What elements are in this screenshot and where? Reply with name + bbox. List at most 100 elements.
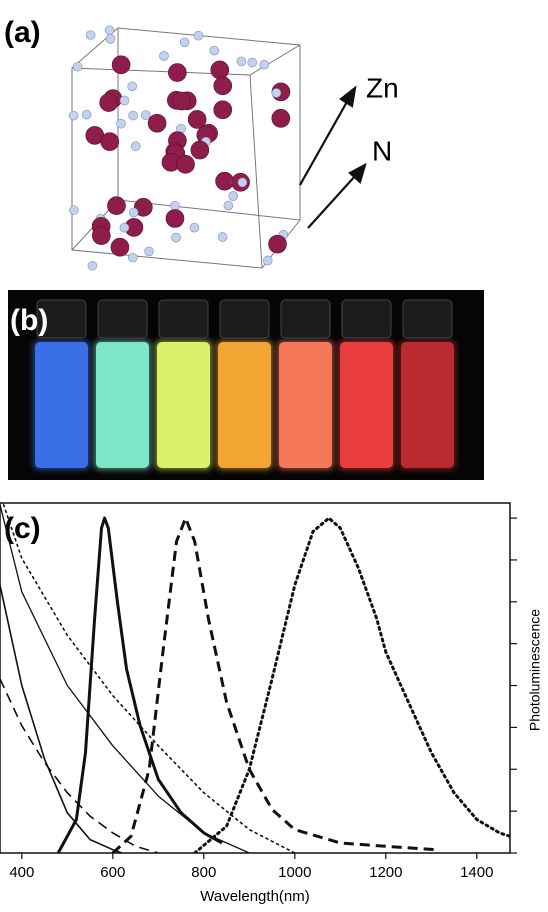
- arrows: [299, 85, 367, 229]
- zn-atom: [107, 196, 126, 216]
- panel-label: (b): [10, 304, 48, 337]
- n-atom: [247, 57, 258, 68]
- n-atom: [127, 81, 138, 92]
- zn-atom: [172, 91, 191, 111]
- zn-atom: [210, 60, 230, 80]
- vial-liquid: [401, 342, 454, 468]
- y-axis-label: Photoluminescence: [527, 609, 543, 731]
- vial-cap: [219, 299, 270, 339]
- n-atom: [189, 222, 200, 233]
- panel-label: (c): [4, 512, 41, 545]
- x-tick-label: 800: [191, 864, 216, 881]
- vial-liquid: [35, 342, 88, 468]
- n-atom: [119, 222, 130, 233]
- x-tick-label: 600: [100, 864, 125, 881]
- arrow-line: [307, 174, 357, 229]
- panel-label: (a): [4, 16, 41, 49]
- n-atom: [209, 45, 220, 56]
- spectrum-line: [56, 516, 223, 853]
- zn-atom: [165, 209, 185, 228]
- n-atom: [128, 110, 138, 121]
- n-atom: [179, 37, 190, 48]
- atom-label: Zn: [366, 72, 399, 103]
- zn-atom: [271, 109, 291, 128]
- n-atom: [72, 61, 83, 72]
- n-atom: [68, 110, 79, 121]
- zn-atom: [168, 63, 187, 82]
- n-atom: [217, 232, 228, 242]
- n-atom: [105, 34, 116, 44]
- n-atom: [81, 109, 92, 120]
- vial-liquid: [218, 342, 271, 468]
- n-atom: [87, 260, 98, 271]
- n-atom: [271, 88, 282, 98]
- atom-label: N: [372, 135, 392, 166]
- spectrum-line: [2, 503, 296, 853]
- zn-atom: [268, 234, 287, 254]
- n-atom: [140, 110, 151, 120]
- x-axis-label: Wavelength(nm): [200, 888, 309, 905]
- arrow-head: [339, 85, 357, 108]
- n-atom: [144, 246, 154, 257]
- zn-atom: [100, 132, 120, 151]
- spectrum-line: [0, 678, 159, 853]
- chart-panel: (c) Wavelength(nm) Photoluminescence 400…: [0, 502, 543, 905]
- n-atom: [85, 30, 96, 40]
- vial-cap: [158, 299, 209, 339]
- arrow-head: [348, 162, 367, 184]
- vial-cap: [36, 299, 87, 339]
- n-atom: [193, 30, 204, 41]
- zn-atom: [134, 198, 153, 217]
- n-atom: [170, 201, 180, 211]
- arrow-line: [299, 99, 349, 186]
- n-atom: [262, 255, 273, 266]
- n-atom: [130, 141, 141, 152]
- plot-frame: [0, 502, 511, 854]
- n-atom: [119, 95, 130, 106]
- n-atom: [171, 232, 181, 243]
- zn-atom: [110, 237, 130, 257]
- n-atom: [104, 25, 115, 36]
- zn-atom: [92, 226, 111, 245]
- zn-atom: [187, 110, 207, 129]
- x-tick-label: 1400: [460, 864, 493, 881]
- vial-liquid: [340, 342, 393, 468]
- zn-atom: [99, 93, 118, 112]
- n-atom: [259, 59, 270, 70]
- vials-panel: (b): [8, 290, 484, 480]
- n-atom: [159, 51, 169, 61]
- atoms: [68, 25, 291, 271]
- spectrum-line: [111, 516, 436, 853]
- zn-atom: [147, 113, 167, 133]
- n-atom: [236, 56, 247, 67]
- zn-atom: [213, 76, 233, 96]
- vials: [33, 299, 456, 470]
- x-tick-label: 1200: [369, 864, 402, 881]
- vial-cap: [280, 299, 331, 339]
- x-tick-label: 400: [9, 864, 34, 881]
- vial-cap: [341, 299, 392, 339]
- n-atom: [116, 118, 126, 129]
- spectrum-line: [0, 504, 250, 853]
- zn-atom: [190, 140, 210, 160]
- spectrum-line: [193, 516, 510, 853]
- cell-edge: [249, 44, 301, 76]
- vial-liquid: [279, 342, 332, 468]
- vial-liquid: [96, 342, 149, 468]
- n-atom: [228, 191, 239, 201]
- x-tick-label: 1000: [278, 864, 311, 881]
- zn-atom: [111, 55, 131, 75]
- vial-cap: [97, 299, 148, 339]
- n-atom: [223, 200, 234, 211]
- spectrum-line: [0, 584, 123, 853]
- n-atom: [69, 205, 79, 215]
- n-atom: [237, 177, 248, 188]
- cell-back: [117, 27, 301, 221]
- zn-atom: [176, 155, 195, 174]
- n-atom: [128, 207, 139, 218]
- zn-atom: [213, 100, 233, 120]
- vial-cap: [402, 299, 453, 339]
- vial-liquid: [157, 342, 210, 468]
- n-atom: [128, 252, 138, 263]
